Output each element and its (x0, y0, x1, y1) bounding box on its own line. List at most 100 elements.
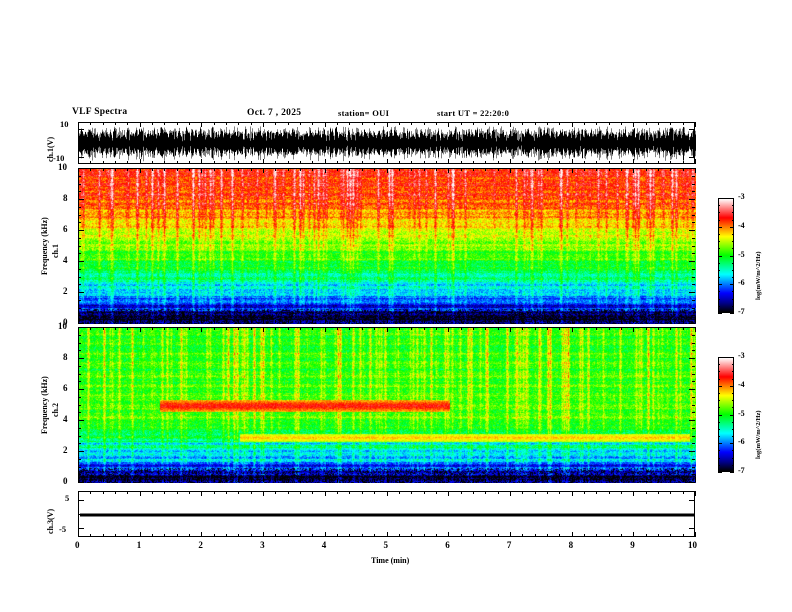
tick-mark (633, 532, 634, 537)
tick-mark (692, 176, 695, 177)
tick-mark (732, 248, 734, 249)
tick-mark (127, 168, 128, 171)
tick-mark (399, 491, 400, 494)
tick-mark (312, 161, 313, 164)
tick-mark (692, 269, 695, 270)
tick-mark (658, 491, 659, 494)
tick-mark (78, 420, 84, 421)
tick-mark (78, 168, 84, 169)
tick-mark (349, 327, 350, 330)
tick-mark (78, 261, 84, 262)
tick-label: 2 (63, 445, 68, 455)
tick-mark (473, 122, 474, 125)
tick-mark (238, 327, 239, 330)
tick-mark (718, 407, 720, 408)
tick-mark (349, 161, 350, 164)
tick-mark (152, 161, 153, 164)
tick-mark (164, 168, 165, 171)
tick-mark (424, 534, 425, 537)
tick-mark (349, 320, 350, 323)
tick-mark (436, 491, 437, 494)
tick-mark (164, 327, 165, 330)
tick-mark (399, 327, 400, 330)
tick-mark (461, 168, 462, 171)
tick-mark (609, 161, 610, 164)
tick-mark (730, 415, 734, 416)
tick-mark (374, 534, 375, 537)
tick-mark (78, 222, 81, 223)
tick-mark (78, 532, 79, 537)
tick-mark (226, 327, 227, 330)
tick-mark (732, 465, 734, 466)
tick-mark (387, 477, 388, 482)
tick-mark (288, 320, 289, 323)
tick-mark (718, 371, 720, 372)
tick-mark (692, 467, 695, 468)
tick-mark (288, 327, 289, 330)
tick-mark (251, 161, 252, 164)
tick-mark (689, 451, 695, 452)
tick-mark (695, 159, 696, 164)
tick-mark (730, 313, 734, 314)
tick-mark (189, 168, 190, 171)
tick-mark (349, 479, 350, 482)
tick-mark (732, 299, 734, 300)
tick-mark (362, 479, 363, 482)
tick-mark (325, 327, 326, 332)
tick-mark (522, 168, 523, 171)
tick-mark (152, 534, 153, 537)
tick-mark (692, 474, 695, 475)
tick-mark (510, 318, 511, 323)
tick-mark (689, 199, 695, 200)
tick-mark (288, 491, 289, 494)
tick-mark (127, 122, 128, 125)
tick-mark (730, 386, 734, 387)
tick-mark (411, 168, 412, 171)
tick-mark (374, 161, 375, 164)
tick-mark (103, 491, 104, 494)
tick-mark (485, 320, 486, 323)
tick-mark (164, 161, 165, 164)
tick-mark (436, 168, 437, 171)
tick-mark (411, 320, 412, 323)
tick-mark (448, 532, 449, 537)
tick-mark (349, 122, 350, 125)
tick-mark (424, 122, 425, 125)
tick-mark (251, 534, 252, 537)
tick-mark (670, 168, 671, 171)
tick-mark (547, 327, 548, 330)
tick-mark (115, 161, 116, 164)
tick-mark (718, 422, 720, 423)
tick-mark (510, 327, 511, 332)
tick-mark (140, 159, 141, 164)
tick-mark (498, 327, 499, 330)
tick-mark (718, 465, 720, 466)
tick-mark (177, 168, 178, 171)
tick-mark (692, 191, 695, 192)
tick-mark (609, 122, 610, 125)
tick-mark (718, 364, 720, 365)
tick-mark (78, 176, 81, 177)
tick-mark (214, 534, 215, 537)
tick-mark (164, 479, 165, 482)
tick-mark (584, 320, 585, 323)
tick-mark (692, 308, 695, 309)
tick-label: -7 (738, 307, 745, 316)
tick-mark (498, 122, 499, 125)
tick-mark (78, 215, 81, 216)
tick-mark (411, 122, 412, 125)
tick-mark (732, 422, 734, 423)
tick-mark (78, 350, 81, 351)
tick-mark (670, 161, 671, 164)
tick-mark (695, 477, 696, 482)
tick-mark (609, 491, 610, 494)
tick-mark (510, 122, 511, 127)
tick-mark (473, 491, 474, 494)
tick-mark (572, 159, 573, 164)
tick-mark (689, 389, 695, 390)
tick-mark (312, 320, 313, 323)
tick-mark (78, 122, 79, 127)
tick-mark (238, 168, 239, 171)
tick-mark (337, 168, 338, 171)
tick-mark (78, 397, 81, 398)
